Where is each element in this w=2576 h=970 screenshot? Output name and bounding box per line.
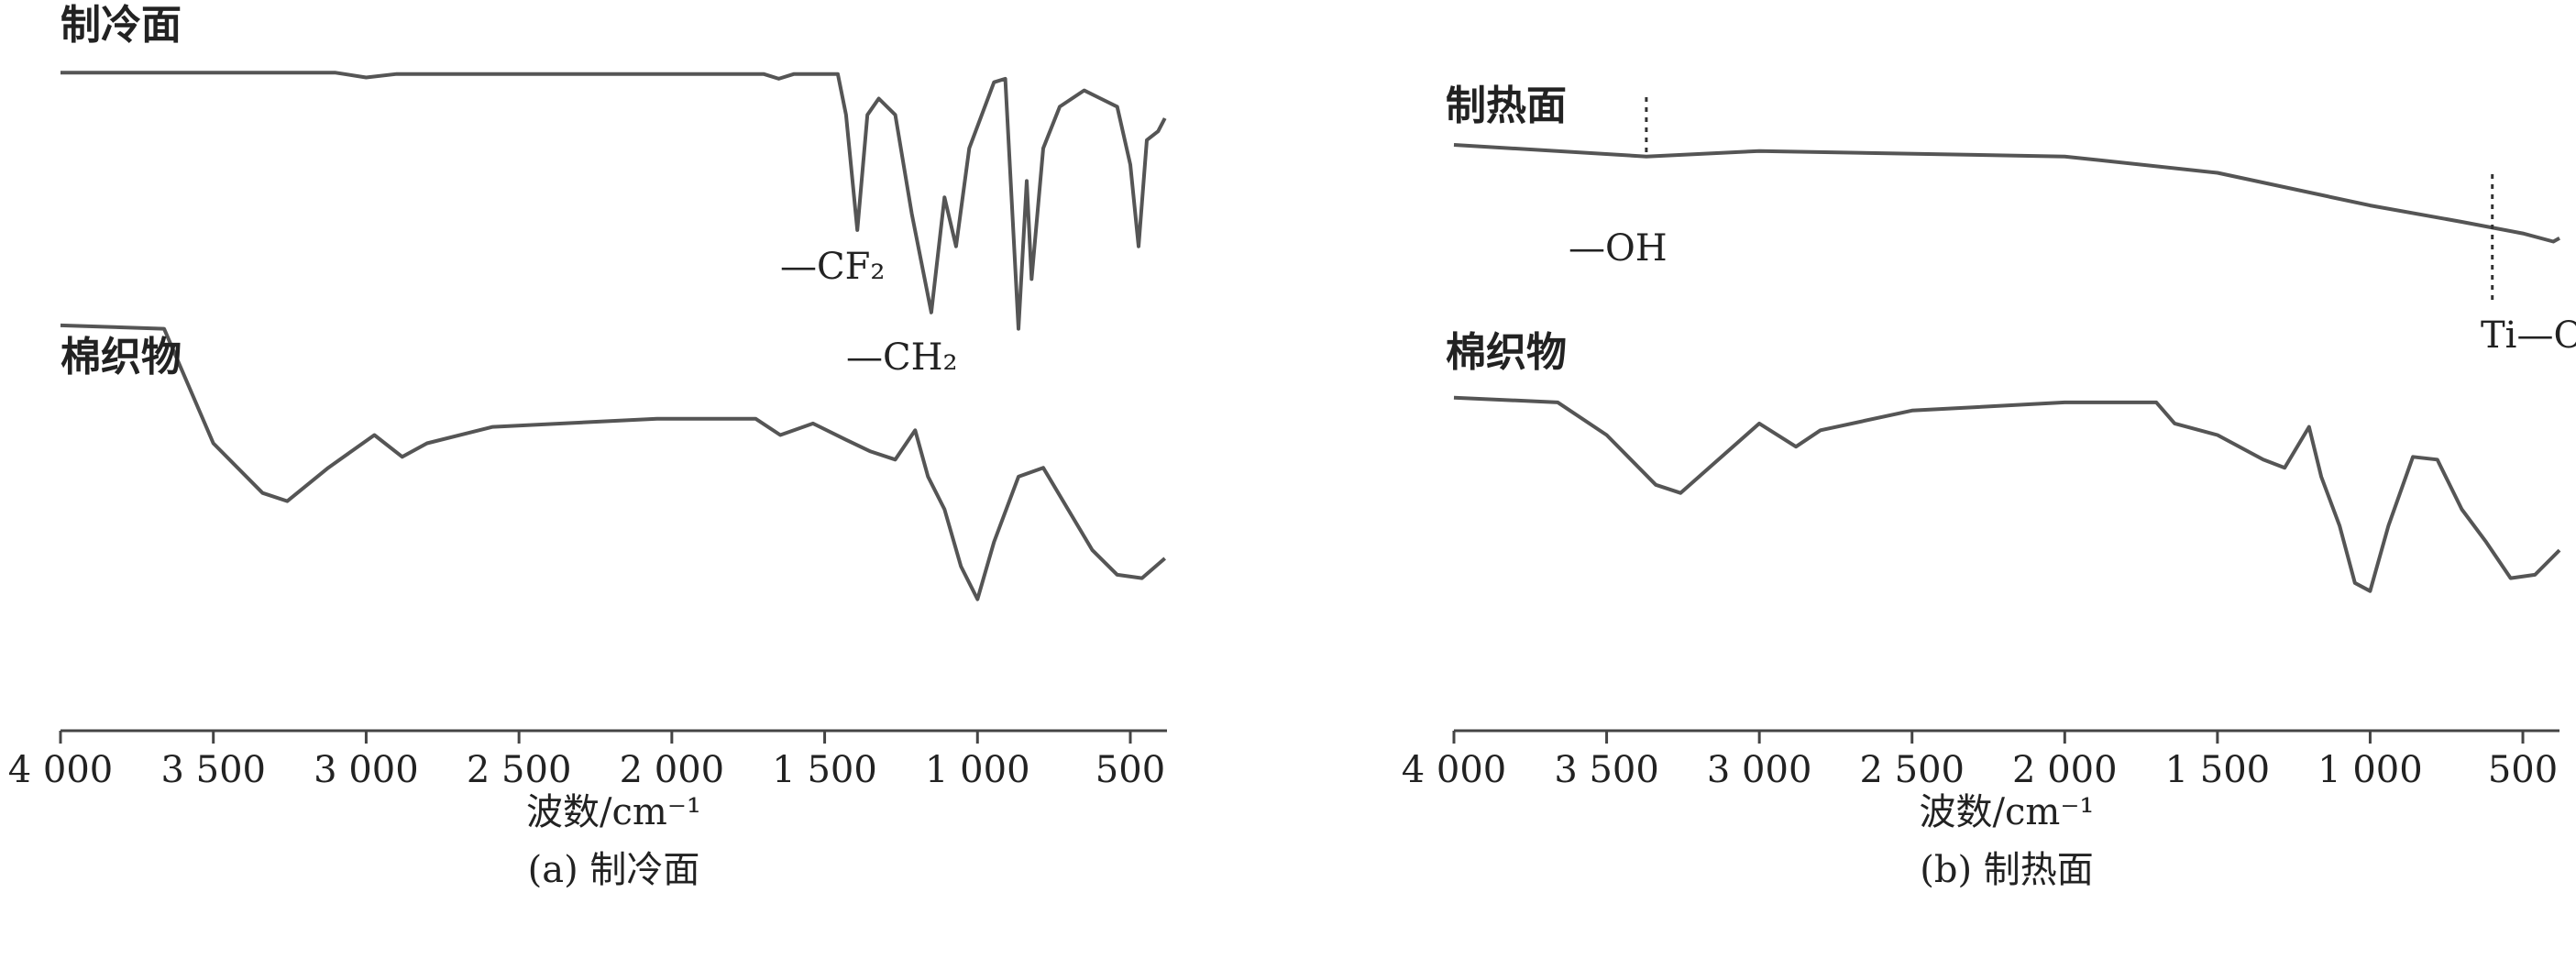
x-tick-label: 500 — [2488, 749, 2558, 791]
x-tick-label: 1 000 — [2317, 749, 2423, 791]
x-tick-label: 1 500 — [772, 749, 877, 791]
x-tick-label: 3 000 — [1707, 749, 1812, 791]
annotation: —OH — [1569, 227, 1668, 270]
series-label: 棉织物 — [1446, 329, 1567, 376]
x-tick-label: 4 000 — [1402, 749, 1507, 791]
x-tick-label: 3 500 — [1554, 749, 1659, 791]
caption: (b) 制热面 — [1920, 849, 2094, 891]
x-tick-label: 3 000 — [314, 749, 419, 791]
annotation: —CH₂ — [846, 336, 958, 379]
x-tick-label: 2 000 — [2012, 749, 2118, 791]
series-label: 制冷面 — [61, 2, 182, 49]
spectrum-line — [1453, 395, 2561, 593]
caption: (a) 制冷面 — [528, 849, 700, 891]
annotation: —CF₂ — [780, 246, 885, 288]
x-tick-label: 2 500 — [1859, 749, 1965, 791]
spectrum-line — [1453, 143, 2560, 244]
series-label: 棉织物 — [61, 334, 182, 380]
x-tick-label: 2 000 — [620, 749, 725, 791]
spectrum-line — [60, 323, 1167, 601]
series-label: 制热面 — [1446, 83, 1567, 129]
x-axis-label: 波数/cm⁻¹ — [526, 791, 701, 833]
x-tick-label: 500 — [1095, 749, 1165, 791]
annotation: Ti—O — [2481, 314, 2576, 357]
spectrum-line — [61, 71, 1167, 331]
x-tick-label: 2 500 — [467, 749, 572, 791]
x-tick-label: 3 500 — [160, 749, 266, 791]
x-tick-label: 1 500 — [2165, 749, 2271, 791]
x-axis-label: 波数/cm⁻¹ — [1920, 791, 2095, 833]
x-tick-label: 1 000 — [925, 749, 1030, 791]
x-tick-label: 4 000 — [8, 749, 114, 791]
